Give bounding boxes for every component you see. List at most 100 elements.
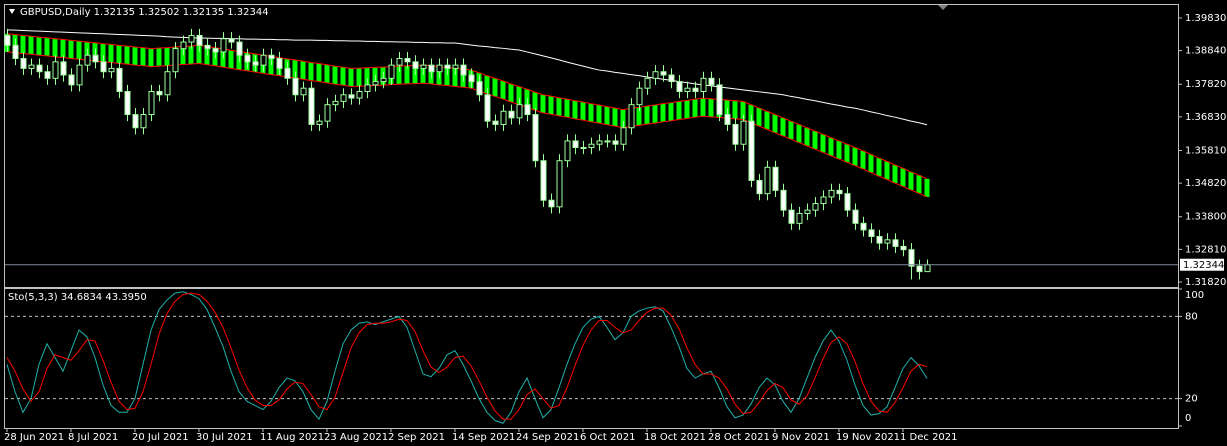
candle-body	[788, 209, 795, 224]
candle-body	[28, 64, 35, 69]
candle-body	[452, 64, 459, 69]
candle-body	[908, 249, 915, 267]
candle-body	[564, 140, 571, 162]
candle-body	[164, 71, 171, 96]
band-bar	[164, 47, 170, 66]
candle-body	[916, 265, 923, 273]
band-bar	[356, 68, 362, 87]
candle-body	[412, 61, 419, 69]
band-bar	[308, 62, 314, 81]
candle-body	[148, 90, 155, 116]
candle-body	[84, 54, 91, 66]
candle-body	[780, 189, 787, 211]
band-bar	[28, 36, 34, 55]
candle-body	[740, 120, 747, 145]
band-bar	[292, 59, 298, 78]
candle-body	[500, 110, 507, 125]
stochastic-plot	[5, 291, 1178, 424]
stochastic-line	[6, 292, 928, 420]
chart-title: GBPUSD,Daily 1.32135 1.32502 1.32135 1.3…	[20, 7, 269, 18]
candle-body	[604, 140, 611, 143]
candle-body	[12, 44, 19, 60]
x-tick-label: 23 Aug 2021	[324, 432, 388, 443]
band-bar	[804, 127, 810, 146]
candle-body	[860, 222, 867, 231]
band-bar	[748, 104, 754, 123]
candle-body	[428, 64, 435, 73]
band-bar	[916, 175, 922, 194]
x-tick-label: 28 Oct 2021	[708, 432, 770, 443]
candle-body	[364, 84, 371, 92]
band-bar	[900, 168, 906, 187]
candle-body	[900, 245, 907, 251]
x-tick-label: 20 Jul 2021	[132, 432, 189, 443]
y-tick-label: 80	[1185, 311, 1198, 322]
candle-body	[332, 100, 339, 106]
band-bar	[484, 75, 490, 94]
band-bar	[564, 99, 570, 118]
candle-body	[892, 239, 899, 247]
band-bar	[44, 37, 50, 56]
main-panel-border	[4, 4, 1179, 288]
candle-body	[380, 77, 387, 83]
y-tick-label: 1.38840	[1185, 46, 1226, 57]
band-bar	[228, 50, 234, 69]
candle-body	[772, 166, 779, 191]
band-bar	[812, 131, 818, 150]
band-bar	[500, 80, 506, 100]
y-tick-label: 1.31820	[1185, 277, 1226, 288]
band-bar	[580, 102, 586, 121]
band-bar	[68, 40, 74, 59]
band-bar	[772, 114, 778, 133]
candle-body	[300, 87, 307, 96]
band-bar	[132, 46, 138, 66]
x-tick-label: 14 Sep 2021	[452, 432, 515, 443]
candle-body	[756, 179, 763, 195]
band-bar	[692, 99, 698, 118]
x-tick-label: 1 Dec 2021	[900, 432, 958, 443]
x-tick-label: 28 Jun 2021	[4, 432, 64, 443]
band-bar	[540, 94, 546, 113]
candle-body	[804, 209, 811, 214]
band-bar	[548, 96, 554, 115]
candle-body	[292, 77, 299, 96]
y-tick-label: 1.37820	[1185, 79, 1226, 90]
candle-body	[4, 34, 11, 46]
candle-body	[308, 87, 315, 125]
band-bar	[20, 35, 26, 54]
band-bar	[796, 124, 802, 143]
band-bar	[892, 164, 898, 184]
candle-body	[212, 48, 219, 53]
band-bar	[788, 121, 794, 140]
candle-body	[340, 94, 347, 102]
band-bar	[492, 78, 498, 97]
candle-body	[820, 196, 827, 205]
band-bar	[852, 147, 858, 166]
x-tick-label: 24 Sep 2021	[516, 432, 579, 443]
candle-body	[636, 87, 643, 106]
candle-body	[868, 229, 875, 238]
band-bar	[684, 100, 690, 119]
y-tick-label: 1.39830	[1185, 13, 1226, 24]
candle-body	[476, 81, 483, 96]
band-bar	[844, 144, 850, 163]
candle-body	[836, 189, 843, 195]
candle-body	[444, 64, 451, 69]
candle-body	[620, 127, 627, 145]
candle-body	[812, 203, 819, 211]
band-upper-line	[6, 33, 928, 180]
band-bar	[676, 101, 682, 120]
band-bar	[396, 66, 402, 85]
candle-body	[76, 64, 83, 86]
band-bar	[908, 171, 914, 191]
band-bar	[700, 98, 706, 117]
band-bar	[268, 56, 274, 75]
band-bar	[572, 100, 578, 119]
indicator-title: Sto(5,3,3) 34.6834 43.3950	[8, 292, 147, 303]
band-bar	[196, 45, 202, 64]
candle-body	[884, 239, 891, 244]
candle-body	[436, 64, 443, 73]
band-bar	[452, 68, 458, 87]
shift-marker	[938, 5, 948, 10]
y-tick-label: 20	[1185, 394, 1198, 405]
